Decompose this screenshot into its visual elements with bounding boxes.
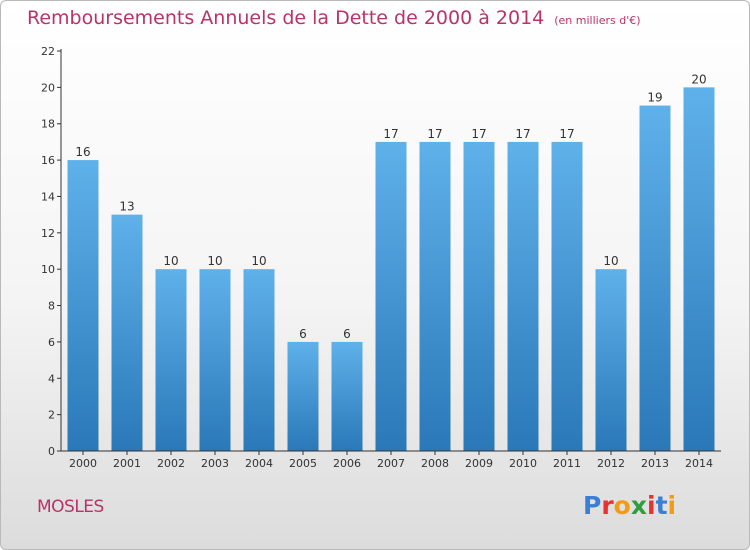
x-tick-label-2002: 2002 [157, 457, 185, 470]
bar-2009 [463, 141, 495, 451]
y-tick-label-8: 8 [48, 300, 55, 313]
x-tick-label-2000: 2000 [69, 457, 97, 470]
proxiti-logo[interactable]: Proxiti [583, 491, 676, 520]
x-tick-label-2007: 2007 [377, 457, 405, 470]
bar-2008 [419, 141, 451, 451]
data-label-2004: 10 [251, 254, 266, 268]
x-tick-label-2005: 2005 [289, 457, 317, 470]
y-tick-label-12: 12 [41, 227, 55, 240]
data-label-2007: 17 [383, 127, 398, 141]
bar-2001 [111, 214, 143, 451]
x-tick-label-2003: 2003 [201, 457, 229, 470]
title-text: Remboursements Annuels de la Dette de 20… [27, 7, 545, 29]
y-tick-label-20: 20 [41, 81, 55, 94]
logo-letter: i [647, 491, 656, 520]
chart-title: Remboursements Annuels de la Dette de 20… [27, 7, 641, 29]
logo-letter: x [630, 491, 647, 520]
data-label-2001: 13 [119, 200, 134, 214]
bar-2011 [551, 141, 583, 451]
bar-2007 [375, 141, 407, 451]
y-tick-label-4: 4 [48, 372, 55, 385]
data-label-2011: 17 [559, 127, 574, 141]
x-tick-label-2013: 2013 [641, 457, 669, 470]
data-label-2010: 17 [515, 127, 530, 141]
bar-2003 [199, 269, 231, 451]
axes-group: 2000 2001 2002 2003 2004 2005 2006 2007 2008 2009… [41, 45, 721, 470]
logo-letter: t [655, 491, 668, 520]
bar-2010 [507, 141, 539, 451]
x-tick-label-2011: 2011 [553, 457, 581, 470]
data-label-2014: 20 [691, 72, 706, 86]
bar-2012 [595, 269, 627, 451]
x-tick-label-2010: 2010 [509, 457, 537, 470]
data-label-2005: 6 [299, 327, 307, 341]
bar-2006 [331, 341, 363, 451]
data-label-2012: 10 [603, 254, 618, 268]
bar-2002 [155, 269, 187, 451]
bar-2013 [639, 105, 671, 451]
bars-group: 16 13 10 10 10 6 6 17 17 17 17 17 10 19 20 [67, 72, 715, 451]
x-tick-label-2014: 2014 [685, 457, 713, 470]
data-label-2003: 10 [207, 254, 222, 268]
data-label-2006: 6 [343, 327, 351, 341]
y-tick-label-16: 16 [41, 154, 55, 167]
chart-subtitle: (en milliers d'€) [554, 14, 641, 27]
commune-name: MOSLES [37, 497, 104, 517]
logo-letter: o [613, 491, 631, 520]
x-tick-label-2009: 2009 [465, 457, 493, 470]
bar-2000 [67, 160, 99, 451]
logo-letter: r [601, 491, 614, 520]
logo-letter: i [667, 491, 677, 520]
y-tick-label-6: 6 [48, 336, 55, 349]
x-tick-label-2008: 2008 [421, 457, 449, 470]
x-tick-label-2004: 2004 [245, 457, 273, 470]
bar-2004 [243, 269, 275, 451]
bar-2005 [287, 341, 319, 451]
data-label-2009: 17 [471, 127, 486, 141]
data-label-2002: 10 [163, 254, 178, 268]
y-tick-label-2: 2 [48, 409, 55, 422]
logo-letter: P [583, 491, 602, 520]
bar-2014 [683, 87, 715, 451]
y-tick-label-18: 18 [41, 118, 55, 131]
data-label-2013: 19 [647, 91, 662, 105]
x-tick-label-2001: 2001 [113, 457, 141, 470]
y-tick-label-10: 10 [41, 263, 55, 276]
x-tick-label-2012: 2012 [597, 457, 625, 470]
y-tick-label-22: 22 [41, 45, 55, 58]
data-label-2000: 16 [75, 145, 90, 159]
y-tick-label-14: 14 [41, 190, 55, 203]
x-tick-label-2006: 2006 [333, 457, 361, 470]
y-tick-label-0: 0 [48, 445, 55, 458]
data-label-2008: 17 [427, 127, 442, 141]
